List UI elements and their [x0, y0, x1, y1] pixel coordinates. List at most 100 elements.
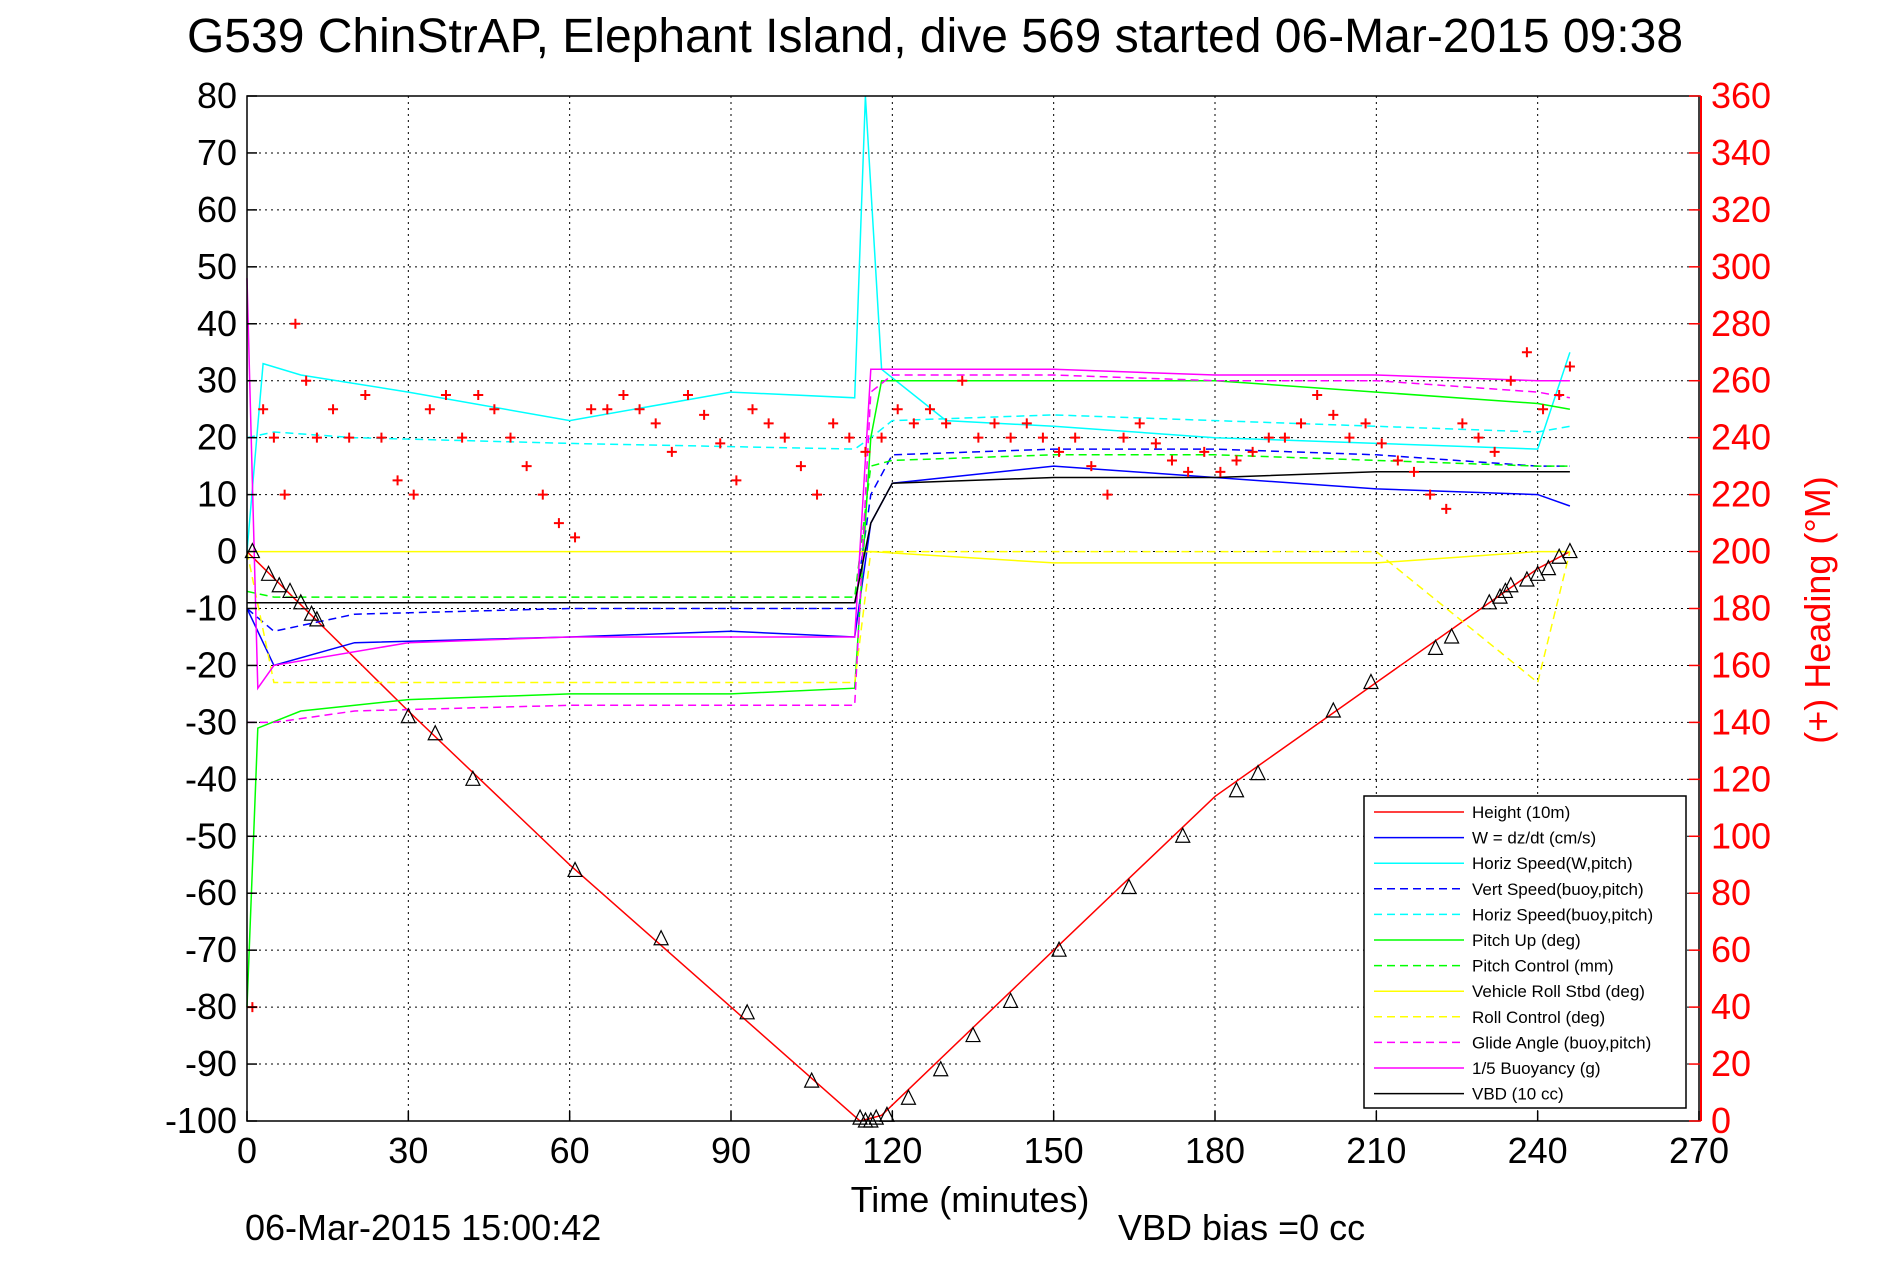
- heading-marker: [1564, 361, 1575, 372]
- legend-label: 1/5 Buoyancy (g): [1472, 1059, 1601, 1078]
- y-tick-label: -10: [185, 588, 237, 629]
- heading-marker: [1408, 466, 1419, 477]
- triangle-marker: [1120, 878, 1137, 895]
- y-tick-label: -60: [185, 872, 237, 913]
- triangle-marker: [868, 1108, 885, 1125]
- heading-marker: [360, 389, 371, 400]
- heading-marker: [1005, 432, 1016, 443]
- heading-marker: [258, 404, 269, 415]
- x-axis-ticks: 0 30 60 90 120 150 180 210 240 270: [237, 1111, 1729, 1171]
- triangle-marker: [1228, 781, 1245, 798]
- y-tick-label: 20: [197, 417, 237, 458]
- heading-marker: [290, 318, 301, 329]
- series-line: [246, 454, 1570, 598]
- legend-label: Horiz Speed(buoy,pitch): [1472, 905, 1653, 924]
- x-tick-label: 120: [862, 1130, 922, 1171]
- heading-markers: [247, 318, 1575, 1013]
- y-tick-label: -40: [185, 758, 237, 799]
- heading-marker: [1441, 503, 1452, 514]
- heading-marker: [1231, 455, 1242, 466]
- y2-tick-label: 160: [1711, 644, 1771, 685]
- heading-marker: [408, 489, 419, 500]
- heading-marker: [1279, 432, 1290, 443]
- heading-marker: [795, 461, 806, 472]
- x-tick-label: 270: [1669, 1130, 1729, 1171]
- heading-marker: [424, 404, 435, 415]
- heading-marker: [876, 432, 887, 443]
- heading-marker: [376, 432, 387, 443]
- heading-marker: [1150, 438, 1161, 449]
- heading-marker: [1554, 389, 1565, 400]
- x-tick-label: 180: [1185, 1130, 1245, 1171]
- triangle-marker: [1529, 564, 1546, 581]
- y2-tick-label: 320: [1711, 189, 1771, 230]
- legend-label: Pitch Up (deg): [1472, 931, 1581, 950]
- heading-marker: [1037, 432, 1048, 443]
- y2-axis-ticks: 3603403203002802602402202001801601401201…: [1689, 75, 1771, 1141]
- heading-marker: [602, 404, 613, 415]
- heading-marker: [1328, 409, 1339, 420]
- heading-marker: [828, 418, 839, 429]
- heading-marker: [1054, 446, 1065, 457]
- heading-marker: [1263, 432, 1274, 443]
- legend-label: W = dz/dt (cm/s): [1472, 829, 1596, 848]
- heading-marker: [1360, 418, 1371, 429]
- triangle-marker: [1362, 673, 1379, 690]
- triangle-marker: [308, 610, 325, 627]
- heading-marker: [553, 518, 564, 529]
- triangle-marker: [932, 1060, 949, 1077]
- heading-marker: [570, 532, 581, 543]
- heading-marker: [521, 461, 532, 472]
- series-line: [246, 550, 1571, 1122]
- footer-date: 06-Mar-2015 15:00:42: [245, 1207, 601, 1248]
- triangle-marker: [1518, 570, 1535, 587]
- legend-label: Vert Speed(buoy,pitch): [1472, 880, 1644, 899]
- y-tick-label: 40: [197, 303, 237, 344]
- y2-tick-label: 0: [1711, 1100, 1731, 1141]
- y2-tick-label: 80: [1711, 872, 1751, 913]
- grid-lines: [247, 96, 1699, 1121]
- heading-marker: [699, 409, 710, 420]
- y-tick-label: -100: [165, 1100, 237, 1141]
- y-tick-label: 10: [197, 474, 237, 515]
- x-tick-label: 0: [237, 1130, 257, 1171]
- y-tick-label: 30: [197, 360, 237, 401]
- y-tick-label: -70: [185, 929, 237, 970]
- heading-marker: [586, 404, 597, 415]
- triangle-marker: [1325, 701, 1342, 718]
- y-tick-label: -80: [185, 986, 237, 1027]
- y-tick-label: 70: [197, 132, 237, 173]
- series-lines: [246, 95, 1571, 1122]
- triangle-marker: [260, 564, 277, 581]
- triangle-marker: [271, 576, 288, 593]
- heading-marker: [731, 475, 742, 486]
- triangle-marker: [653, 929, 670, 946]
- heading-marker: [268, 432, 279, 443]
- heading-marker: [989, 418, 1000, 429]
- y2-tick-label: 120: [1711, 758, 1771, 799]
- heading-marker: [537, 489, 548, 500]
- triangle-marker: [303, 604, 320, 621]
- y2-tick-label: 180: [1711, 588, 1771, 629]
- heading-marker: [812, 489, 823, 500]
- triangle-marker: [1502, 576, 1519, 593]
- y2-tick-label: 220: [1711, 474, 1771, 515]
- triangle-marker: [739, 1003, 756, 1020]
- heading-marker: [1134, 418, 1145, 429]
- y-tick-label: 60: [197, 189, 237, 230]
- heading-marker: [279, 489, 290, 500]
- heading-marker: [1183, 466, 1194, 477]
- heading-marker: [1070, 432, 1081, 443]
- y2-axis-label: (+) Heading (°M): [1797, 476, 1838, 743]
- heading-marker: [1457, 418, 1468, 429]
- series-line: [247, 374, 1571, 724]
- y-tick-label: 0: [217, 531, 237, 572]
- heading-marker: [301, 375, 312, 386]
- heading-marker: [1489, 446, 1500, 457]
- heading-marker: [311, 432, 322, 443]
- chart-title: G539 ChinStrAP, Elephant Island, dive 56…: [187, 10, 1683, 63]
- vbd-bias-note: VBD bias =0 cc: [1118, 1207, 1365, 1248]
- y2-tick-label: 260: [1711, 360, 1771, 401]
- heading-marker: [344, 432, 355, 443]
